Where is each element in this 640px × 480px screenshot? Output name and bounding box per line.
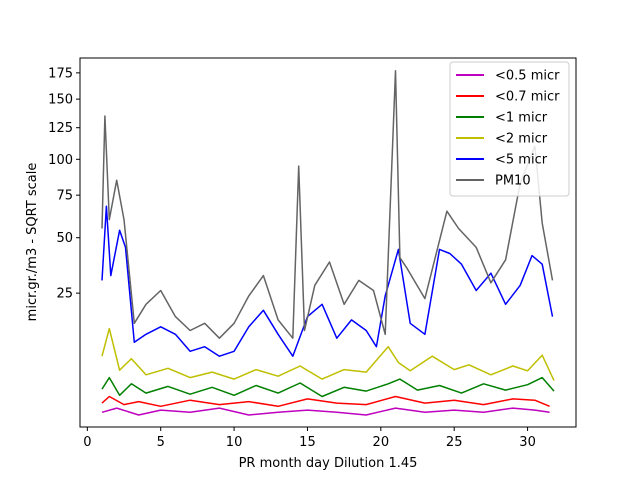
y-tick-label: 150 (48, 93, 73, 108)
y-tick-label: 100 (48, 153, 73, 168)
legend-label: <1 micr (495, 111, 548, 126)
y-tick-label: 125 (48, 121, 73, 136)
series-line-pm10 (101, 70, 554, 339)
legend-label: <5 micr (495, 153, 548, 168)
series-line-1-micr (101, 376, 555, 398)
x-tick-label: 0 (83, 435, 91, 450)
y-tick-label: 50 (56, 231, 73, 246)
x-axis: 0 5 10 15 20 25 30 (83, 427, 536, 450)
y-axis: 25 50 75 100 125 150 175 (48, 66, 80, 302)
x-tick-label: 20 (373, 435, 390, 450)
series-line-5-micr (101, 205, 554, 357)
series-line-0-5-micr (101, 407, 550, 416)
y-tick-label: 75 (56, 189, 73, 204)
legend: <0.5 micr <0.7 micr <1 micr <2 micr <5 micr P… (449, 61, 570, 197)
legend-label: <2 micr (495, 132, 548, 147)
x-tick-label: 30 (519, 435, 536, 450)
x-tick-label: 25 (446, 435, 463, 450)
plot-area (101, 70, 555, 416)
y-axis-title: micr.gr./m3 - SQRT scale (25, 163, 40, 322)
legend-label: <0.7 micr (495, 90, 560, 105)
plot-frame (79, 57, 577, 428)
x-tick-label: 15 (299, 435, 316, 450)
x-axis-title: PR month day Dilution 1.45 (239, 456, 418, 471)
y-tick-label: 25 (56, 287, 73, 302)
y-tick-label: 175 (48, 66, 73, 81)
series-line-0-7-micr (101, 395, 550, 408)
x-tick-label: 5 (157, 435, 165, 450)
series-line-2-micr (101, 327, 555, 381)
x-tick-label: 10 (226, 435, 243, 450)
legend-label: PM10 (495, 174, 531, 189)
legend-label: <0.5 micr (495, 69, 560, 84)
